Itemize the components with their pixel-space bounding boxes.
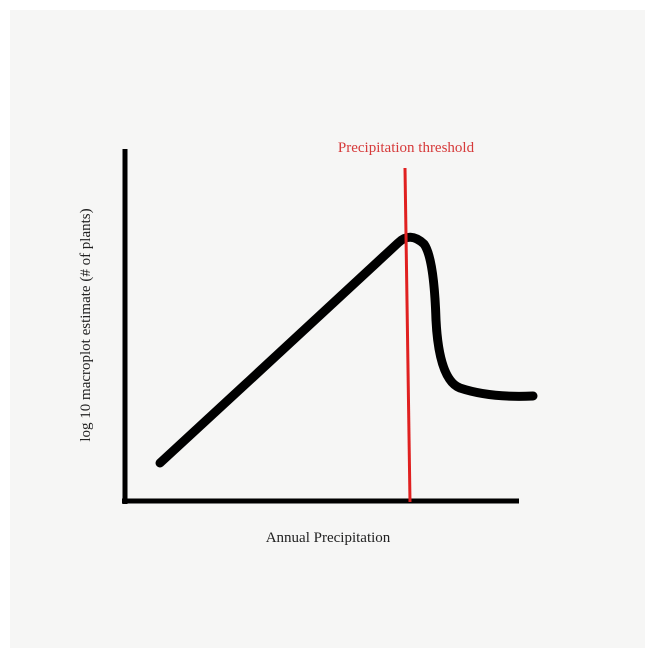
threshold-line	[403, 167, 412, 503]
background	[10, 10, 645, 648]
trend-curve	[155, 232, 538, 468]
x-axis-label: Annual Precipitation	[266, 530, 391, 546]
y-axis-label: log 10 macroplot estimate (# of plants)	[78, 208, 94, 441]
threshold-label: Precipitation threshold	[338, 140, 475, 156]
